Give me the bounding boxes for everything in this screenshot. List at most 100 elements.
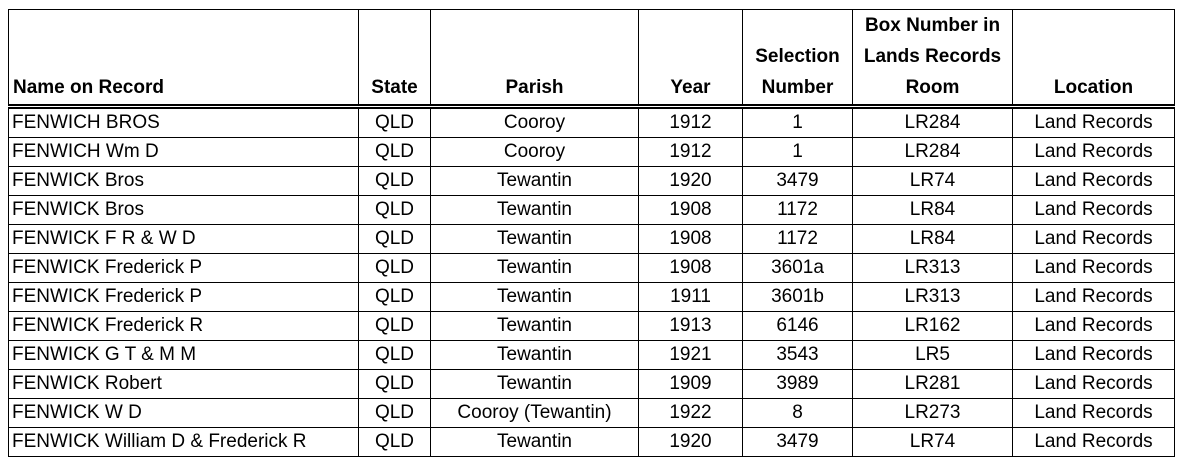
- cell-selection: 3479: [742, 166, 853, 196]
- cell-name: FENWICK Frederick P: [8, 282, 359, 312]
- header-parish: Parish: [430, 9, 639, 109]
- cell-year: 1909: [638, 369, 743, 399]
- cell-box: LR273: [852, 398, 1013, 428]
- cell-parish: Cooroy: [430, 106, 639, 138]
- cell-selection: 1: [742, 106, 853, 138]
- cell-parish: Tewantin: [430, 282, 639, 312]
- cell-state: QLD: [358, 166, 431, 196]
- table-row: FENWICK Robert QLD Tewantin 1909 3989 LR…: [8, 369, 1175, 399]
- cell-selection: 6146: [742, 311, 853, 341]
- cell-year: 1908: [638, 195, 743, 225]
- cell-location: Land Records: [1012, 137, 1175, 167]
- cell-parish: Tewantin: [430, 369, 639, 399]
- cell-name: FENWICK Frederick R: [8, 311, 359, 341]
- table-row: FENWICK Frederick P QLD Tewantin 1908 36…: [8, 253, 1175, 283]
- cell-name: FENWICK William D & Frederick R: [8, 427, 359, 457]
- cell-name: FENWICK Bros: [8, 166, 359, 196]
- cell-box: LR313: [852, 253, 1013, 283]
- cell-year: 1912: [638, 106, 743, 138]
- table-row: FENWICH Wm D QLD Cooroy 1912 1 LR284 Lan…: [8, 137, 1175, 167]
- cell-state: QLD: [358, 106, 431, 138]
- cell-state: QLD: [358, 253, 431, 283]
- cell-parish: Tewantin: [430, 340, 639, 370]
- cell-box: LR281: [852, 369, 1013, 399]
- cell-parish: Tewantin: [430, 195, 639, 225]
- cell-name: FENWICH BROS: [8, 106, 359, 138]
- cell-box: LR84: [852, 195, 1013, 225]
- cell-box: LR5: [852, 340, 1013, 370]
- cell-selection: 8: [742, 398, 853, 428]
- table-row: FENWICH BROS QLD Cooroy 1912 1 LR284 Lan…: [8, 106, 1175, 138]
- cell-selection: 3479: [742, 427, 853, 457]
- cell-year: 1911: [638, 282, 743, 312]
- header-state: State: [358, 9, 431, 109]
- header-selection-line2: Number: [761, 77, 834, 98]
- cell-parish: Cooroy: [430, 137, 639, 167]
- cell-year: 1912: [638, 137, 743, 167]
- table-row: FENWICK Frederick P QLD Tewantin 1911 36…: [8, 282, 1175, 312]
- cell-name: FENWICH Wm D: [8, 137, 359, 167]
- table-row: FENWICK William D & Frederick R QLD Tewa…: [8, 427, 1175, 457]
- cell-name: FENWICK Frederick P: [8, 253, 359, 283]
- cell-box: LR284: [852, 106, 1013, 138]
- cell-name: FENWICK Robert: [8, 369, 359, 399]
- cell-box: LR284: [852, 137, 1013, 167]
- cell-location: Land Records: [1012, 311, 1175, 341]
- cell-selection: 1172: [742, 195, 853, 225]
- cell-year: 1913: [638, 311, 743, 341]
- cell-selection: 1172: [742, 224, 853, 254]
- cell-location: Land Records: [1012, 195, 1175, 225]
- cell-name: FENWICK Bros: [8, 195, 359, 225]
- header-year: Year: [638, 9, 743, 109]
- cell-name: FENWICK W D: [8, 398, 359, 428]
- cell-selection: 1: [742, 137, 853, 167]
- header-box-line2: Lands Records: [863, 46, 1002, 67]
- table-row: FENWICK Bros QLD Tewantin 1908 1172 LR84…: [8, 195, 1175, 225]
- header-box-line3: Room: [905, 77, 960, 98]
- header-name: Name on Record: [8, 9, 359, 109]
- cell-box: LR74: [852, 166, 1013, 196]
- cell-state: QLD: [358, 224, 431, 254]
- cell-state: QLD: [358, 137, 431, 167]
- cell-location: Land Records: [1012, 253, 1175, 283]
- cell-parish: Tewantin: [430, 224, 639, 254]
- cell-state: QLD: [358, 398, 431, 428]
- table-row: FENWICK Frederick R QLD Tewantin 1913 61…: [8, 311, 1175, 341]
- cell-box: LR162: [852, 311, 1013, 341]
- cell-year: 1908: [638, 224, 743, 254]
- table-row: FENWICK Bros QLD Tewantin 1920 3479 LR74…: [8, 166, 1175, 196]
- cell-location: Land Records: [1012, 427, 1175, 457]
- cell-state: QLD: [358, 311, 431, 341]
- cell-parish: Tewantin: [430, 166, 639, 196]
- header-box-line1: Box Number in: [864, 15, 1001, 36]
- table-row: FENWICK F R & W D QLD Tewantin 1908 1172…: [8, 224, 1175, 254]
- cell-selection: 3989: [742, 369, 853, 399]
- cell-parish: Tewantin: [430, 311, 639, 341]
- cell-location: Land Records: [1012, 369, 1175, 399]
- cell-state: QLD: [358, 427, 431, 457]
- cell-location: Land Records: [1012, 398, 1175, 428]
- cell-parish: Tewantin: [430, 253, 639, 283]
- cell-parish: Tewantin: [430, 427, 639, 457]
- cell-year: 1920: [638, 427, 743, 457]
- cell-name: FENWICK G T & M M: [8, 340, 359, 370]
- cell-location: Land Records: [1012, 166, 1175, 196]
- header-selection-number: Selection Number: [742, 9, 853, 109]
- cell-box: LR74: [852, 427, 1013, 457]
- header-location: Location: [1012, 9, 1175, 109]
- cell-box: LR313: [852, 282, 1013, 312]
- header-box-number: Box Number in Lands Records Room: [852, 9, 1013, 109]
- cell-location: Land Records: [1012, 340, 1175, 370]
- table-row: FENWICK G T & M M QLD Tewantin 1921 3543…: [8, 340, 1175, 370]
- cell-name: FENWICK F R & W D: [8, 224, 359, 254]
- cell-selection: 3601b: [742, 282, 853, 312]
- cell-state: QLD: [358, 340, 431, 370]
- cell-year: 1922: [638, 398, 743, 428]
- cell-location: Land Records: [1012, 224, 1175, 254]
- table-row: FENWICK W D QLD Cooroy (Tewantin) 1922 8…: [8, 398, 1175, 428]
- cell-year: 1921: [638, 340, 743, 370]
- cell-location: Land Records: [1012, 282, 1175, 312]
- cell-box: LR84: [852, 224, 1013, 254]
- records-table: Name on Record State Parish Year Selecti…: [8, 9, 1175, 457]
- cell-parish: Cooroy (Tewantin): [430, 398, 639, 428]
